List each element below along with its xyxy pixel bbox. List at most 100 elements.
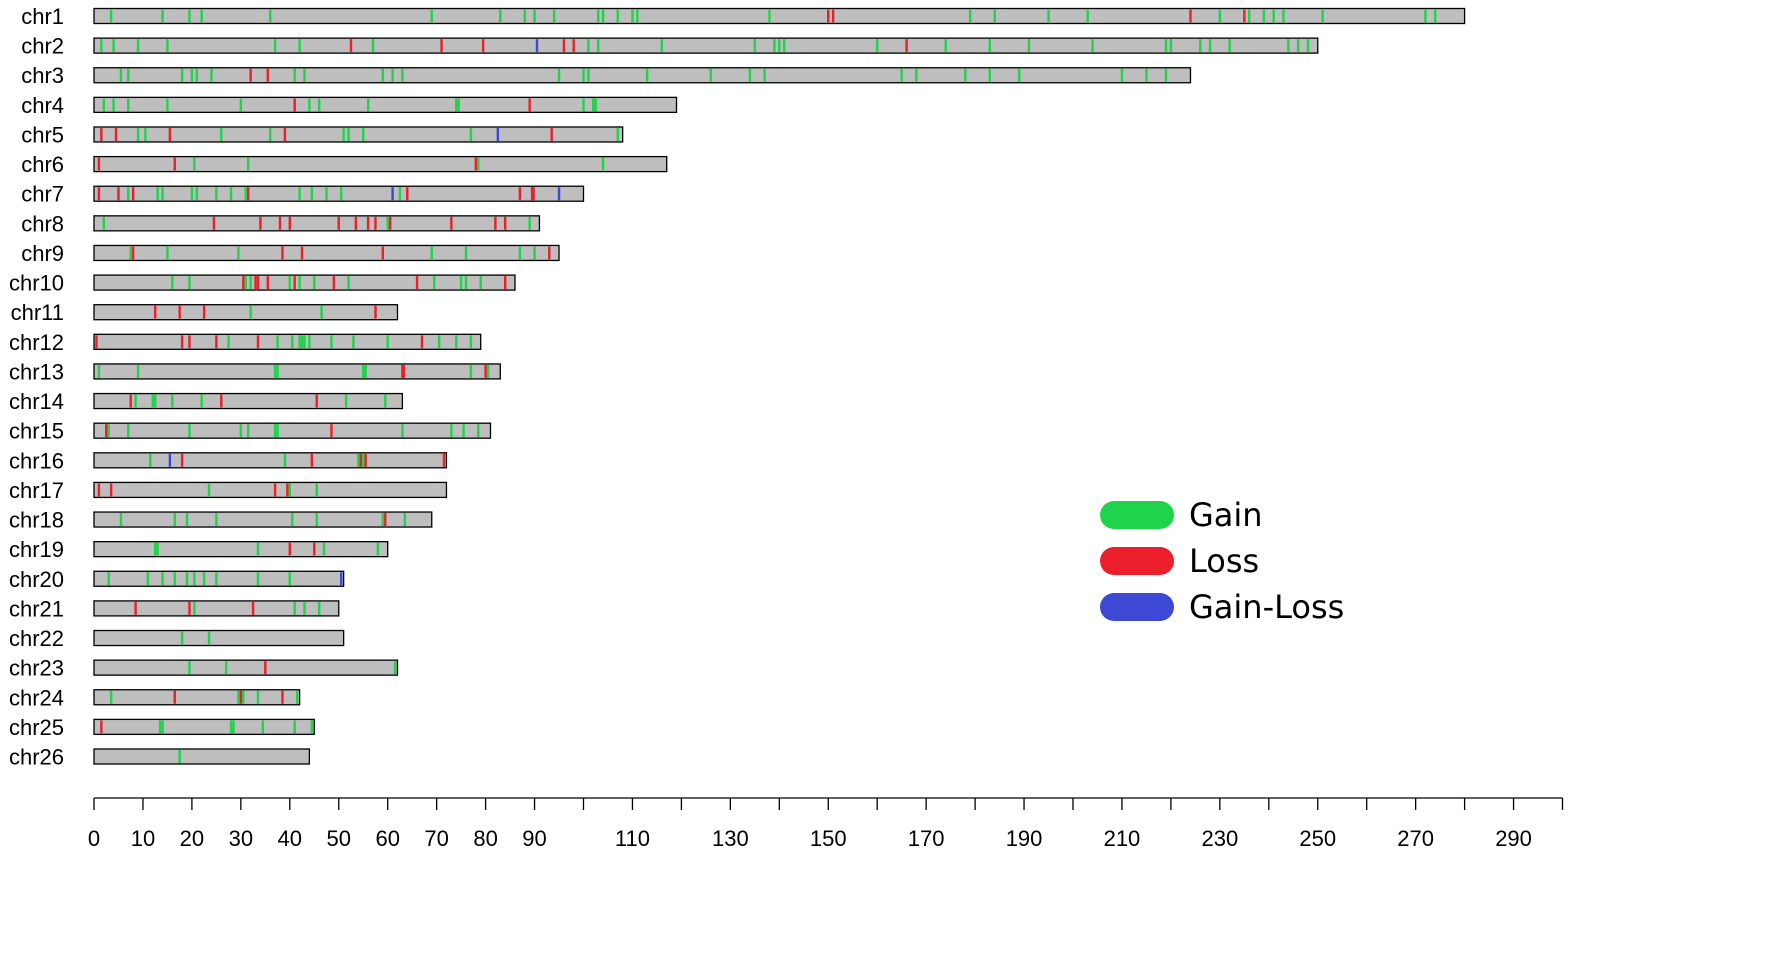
chromosome-label: chr3 bbox=[21, 63, 64, 88]
loss-marker bbox=[827, 9, 830, 23]
gain-marker bbox=[401, 424, 404, 438]
chromosome-bar bbox=[93, 304, 399, 321]
gain-marker bbox=[112, 39, 115, 53]
gain-marker bbox=[276, 335, 279, 349]
gain-marker bbox=[469, 364, 473, 378]
gain-marker bbox=[153, 394, 157, 408]
loss-marker bbox=[548, 246, 551, 260]
gain-marker bbox=[249, 305, 252, 319]
x-tick-label: 150 bbox=[810, 826, 847, 851]
legend-swatch-gainloss bbox=[1100, 593, 1174, 621]
loss-marker bbox=[220, 394, 223, 408]
chromosome-bar bbox=[93, 7, 1466, 25]
loss-marker bbox=[249, 68, 252, 82]
loss-marker bbox=[286, 483, 289, 497]
gainloss-marker bbox=[339, 572, 343, 586]
gain-marker bbox=[237, 690, 240, 704]
x-tick-label: 290 bbox=[1495, 826, 1532, 851]
gain-marker bbox=[366, 98, 370, 112]
chromosome-bar bbox=[93, 452, 448, 469]
loss-marker bbox=[242, 276, 245, 290]
loss-marker bbox=[359, 453, 362, 467]
chromosome-label: chr12 bbox=[9, 330, 64, 355]
gain-marker bbox=[876, 39, 879, 53]
gain-marker bbox=[195, 187, 198, 201]
x-tick-label: 30 bbox=[229, 826, 253, 851]
gain-marker bbox=[256, 542, 260, 556]
gain-marker bbox=[229, 720, 233, 734]
chromosome-label: chr14 bbox=[9, 389, 64, 414]
x-tick-label: 270 bbox=[1397, 826, 1434, 851]
chromosome-label: chr6 bbox=[21, 152, 64, 177]
gain-marker bbox=[1321, 9, 1324, 23]
gain-marker bbox=[768, 9, 771, 23]
loss-marker bbox=[402, 364, 406, 378]
gain-marker bbox=[215, 513, 218, 527]
gain-marker bbox=[188, 9, 191, 23]
loss-marker bbox=[188, 335, 191, 349]
gain-marker bbox=[315, 513, 318, 527]
gain-marker bbox=[127, 424, 130, 438]
gain-marker bbox=[601, 157, 605, 171]
gain-marker bbox=[149, 453, 152, 467]
gain-marker bbox=[969, 9, 972, 23]
gain-marker bbox=[557, 68, 561, 82]
gain-marker bbox=[200, 394, 203, 408]
chromosome-label: chr5 bbox=[21, 122, 64, 147]
gain-marker bbox=[136, 364, 140, 378]
gain-marker bbox=[239, 424, 243, 438]
chromosome-label: chr24 bbox=[9, 685, 64, 710]
loss-marker bbox=[266, 276, 269, 290]
loss-marker bbox=[259, 216, 262, 230]
x-tick-label: 70 bbox=[424, 826, 448, 851]
gain-marker bbox=[320, 305, 323, 319]
chromosome-bar bbox=[93, 392, 404, 410]
loss-marker bbox=[354, 216, 358, 230]
gain-marker bbox=[518, 246, 522, 260]
gain-marker bbox=[273, 364, 277, 378]
gain-marker bbox=[156, 542, 159, 556]
gain-marker bbox=[173, 572, 176, 586]
gain-marker bbox=[188, 661, 191, 675]
gain-marker bbox=[256, 572, 260, 586]
gain-marker bbox=[215, 572, 218, 586]
gain-marker bbox=[242, 690, 245, 704]
loss-marker bbox=[114, 127, 118, 141]
chromosome-label: chr20 bbox=[9, 567, 64, 592]
gain-marker bbox=[193, 601, 196, 615]
loss-marker bbox=[366, 216, 370, 230]
gain-marker bbox=[1086, 9, 1089, 23]
gain-marker bbox=[398, 187, 402, 201]
chromosome-bars-group: chr1 chr2 chr3 chr4 chr5 chr6 chr7 chr8 chr9 chr1… bbox=[9, 4, 1466, 770]
gain-marker bbox=[308, 335, 311, 349]
legend-swatch-gain bbox=[1100, 501, 1174, 529]
gain-marker bbox=[342, 127, 345, 141]
chromosome-bar bbox=[93, 422, 492, 439]
gain-marker bbox=[188, 276, 191, 290]
gain-marker bbox=[988, 39, 991, 53]
chromosome-bar bbox=[93, 541, 389, 558]
gain-marker bbox=[486, 364, 490, 378]
gain-marker bbox=[298, 276, 301, 290]
x-tick-label: 230 bbox=[1201, 826, 1238, 851]
x-tick-label: 170 bbox=[908, 826, 945, 851]
gainloss-marker bbox=[168, 453, 172, 467]
gain-marker bbox=[171, 394, 174, 408]
gain-marker bbox=[207, 631, 211, 645]
chromosome-label: chr21 bbox=[9, 596, 64, 621]
loss-marker bbox=[313, 542, 316, 556]
loss-marker bbox=[131, 187, 135, 201]
loss-marker bbox=[374, 216, 377, 230]
loss-marker bbox=[503, 216, 507, 230]
chromosome-bar bbox=[93, 215, 541, 232]
gain-marker bbox=[273, 39, 277, 53]
loss-marker bbox=[288, 542, 291, 556]
loss-marker bbox=[293, 276, 296, 290]
gain-marker bbox=[134, 394, 137, 408]
gain-marker bbox=[129, 246, 132, 260]
gain-marker bbox=[352, 335, 355, 349]
gain-marker bbox=[1248, 9, 1251, 23]
chromosome-bar bbox=[93, 689, 301, 706]
gain-marker bbox=[158, 720, 162, 734]
loss-marker bbox=[384, 513, 387, 527]
